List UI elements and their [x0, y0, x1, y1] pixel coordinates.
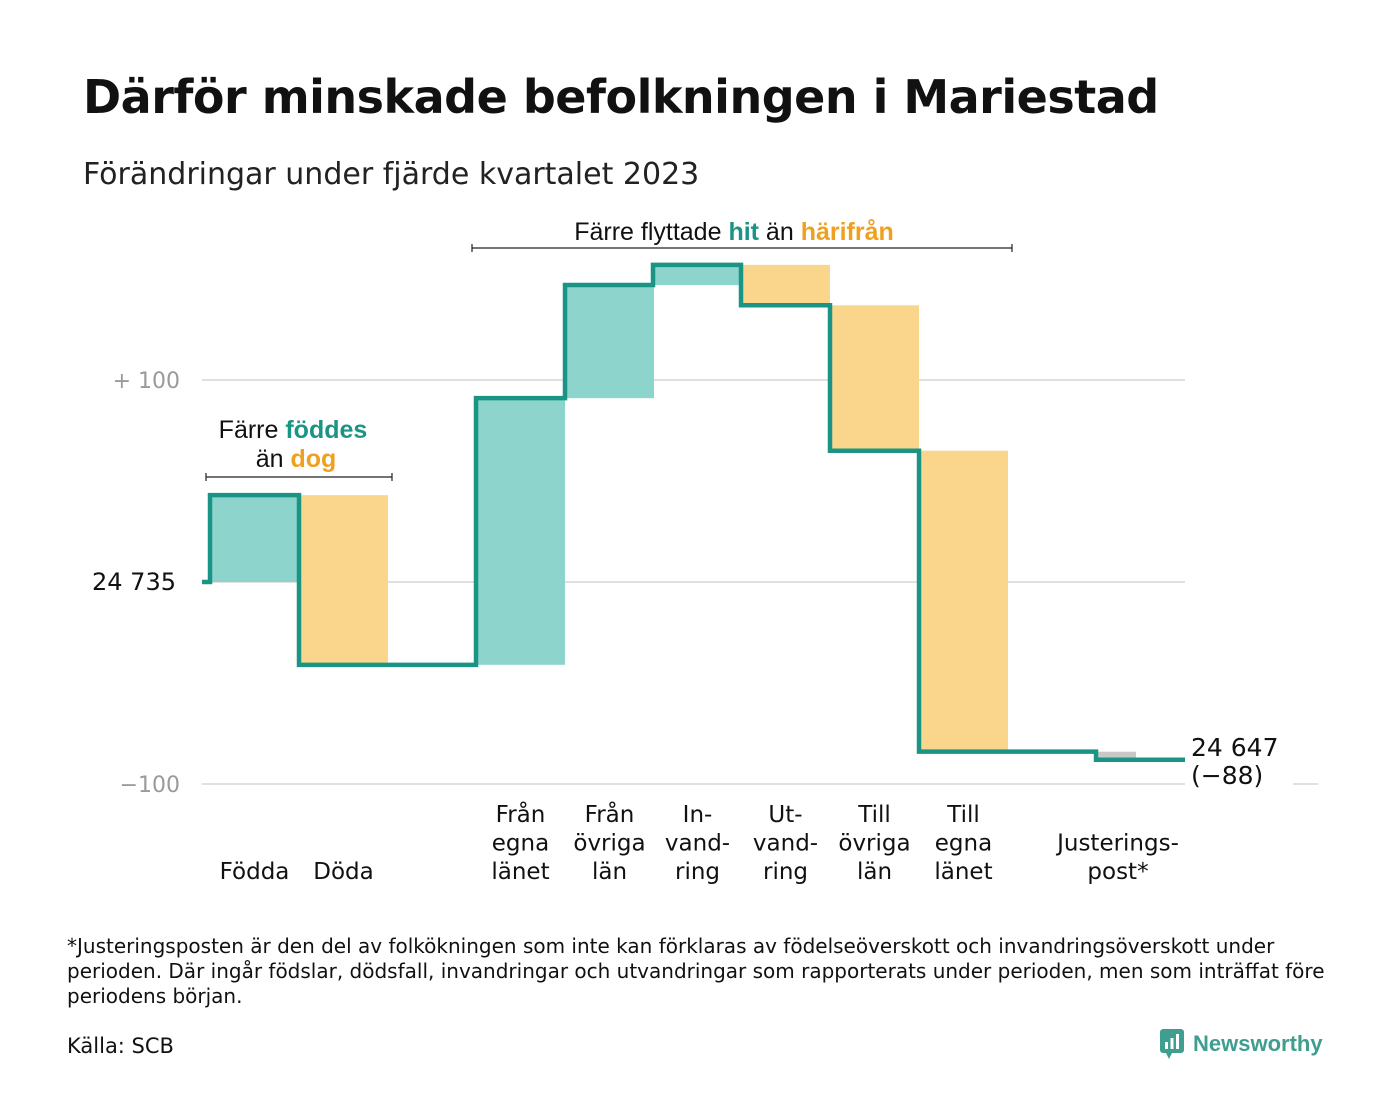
category-label: In- — [683, 802, 713, 828]
category-label: Från — [585, 800, 635, 828]
end-value-label: 24 647 — [1191, 733, 1278, 762]
y-tick-label: + 100 — [113, 369, 180, 394]
category-label: post* — [1087, 859, 1148, 885]
annotation-births-bracket — [205, 473, 393, 481]
waterfall-bar — [210, 495, 299, 582]
footnote: *Justeringsposten är den del av folkökni… — [67, 934, 1325, 1008]
category-label: övriga — [838, 831, 910, 857]
annotation-text-part: Färre flyttade — [574, 218, 728, 246]
waterfall-bar — [1096, 751, 1136, 760]
category-label: Döda — [313, 859, 373, 885]
annotation-text-part: än — [256, 445, 291, 473]
category-label: Till — [857, 802, 891, 828]
waterfall-bar — [565, 285, 654, 399]
category-label: Från — [496, 800, 546, 828]
category-label: egna — [492, 831, 549, 857]
annotation-text-part: hit — [728, 218, 759, 246]
category-label: ring — [675, 859, 720, 885]
category-labels: Födda DödaFrånegnalänetFrånövrigalänIn-va… — [220, 800, 1179, 885]
waterfall-bar — [476, 398, 565, 665]
annotation-text-part: än — [759, 218, 801, 246]
annotation-text-part: dog — [290, 445, 336, 473]
annotation-births-line: Färre föddes — [219, 416, 368, 444]
waterfall-bar — [919, 450, 1008, 752]
category-label: Justerings- — [1055, 831, 1179, 857]
start-value-label: 24 735 — [92, 568, 176, 596]
annotation-migration-bracket — [471, 244, 1013, 252]
chart-subtitle: Förändringar under fjärde kvartalet 2023 — [83, 157, 700, 192]
waterfall-bar — [653, 264, 742, 286]
category-label: Till — [946, 802, 980, 828]
annotation-births-line: än dog — [256, 445, 337, 473]
category-label: län — [592, 859, 627, 885]
cumulative-line — [202, 262, 1185, 763]
newsworthy-logo-icon — [1160, 1029, 1184, 1059]
category-label: ring — [763, 859, 808, 885]
end-change-label: (−88) — [1191, 761, 1263, 790]
category-label: länet — [934, 859, 992, 885]
category-label: länet — [491, 859, 549, 885]
category-label: vand- — [753, 831, 818, 857]
category-label: vand- — [665, 831, 730, 857]
source-note: Källa: SCB — [67, 1034, 174, 1058]
category-label: Födda — [220, 859, 290, 885]
waterfall-bar — [830, 305, 919, 451]
brand-name: Newsworthy — [1193, 1031, 1323, 1056]
category-label: Ut- — [768, 802, 802, 828]
annotation-text-part: föddes — [285, 416, 367, 444]
category-label: övriga — [573, 831, 645, 857]
bars — [210, 264, 1136, 760]
chart-title: Därför minskade befolkningen i Mariestad — [83, 70, 1159, 124]
waterfall-bar — [741, 264, 830, 306]
brand-logo: Newsworthy — [1159, 1028, 1323, 1060]
annotation-text-part: härifrån — [801, 218, 894, 246]
annotation-text-part: Färre — [219, 416, 286, 444]
waterfall-bar — [299, 495, 388, 665]
annotation-migration-line: Färre flyttade hit än härifrån — [574, 218, 894, 246]
category-label: län — [857, 859, 892, 885]
category-label: egna — [935, 831, 992, 857]
y-tick-label: −100 — [120, 773, 180, 798]
